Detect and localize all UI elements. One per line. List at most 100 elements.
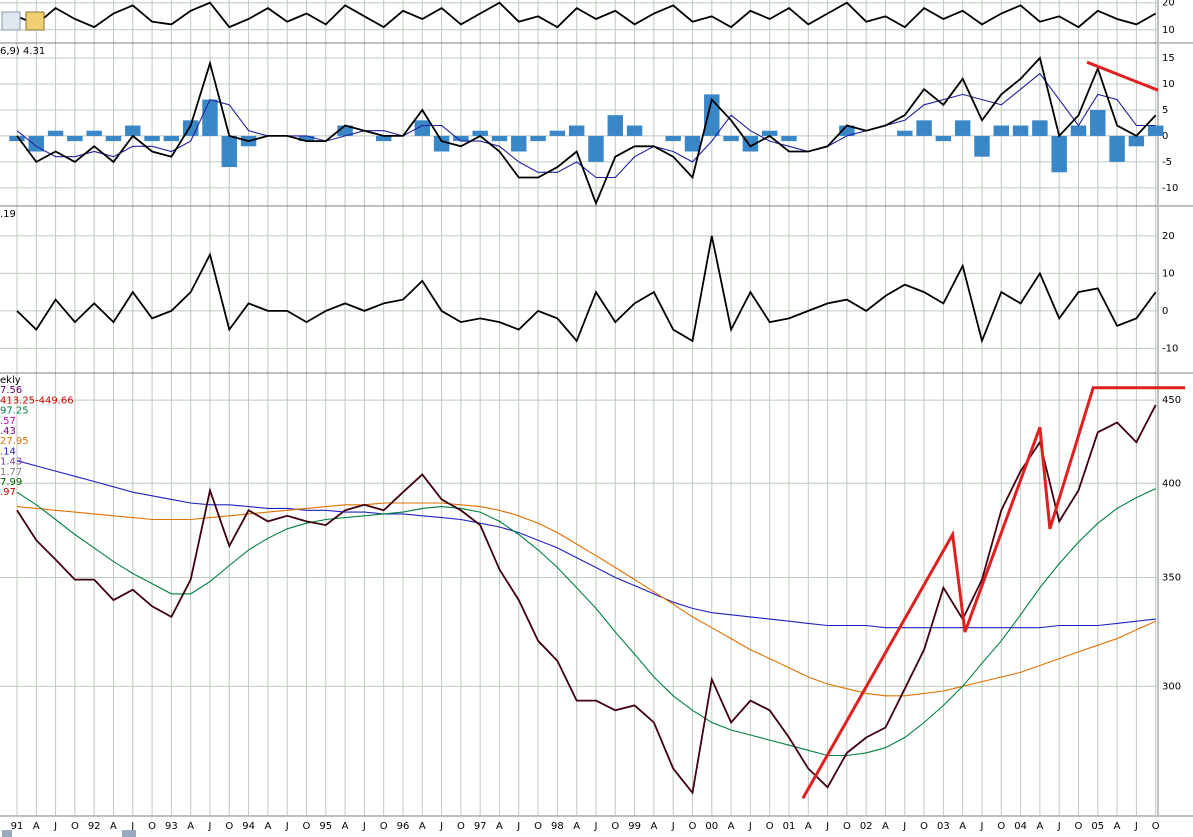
x-tick-label: A: [573, 821, 580, 832]
panel-label: 6,9) 4.31: [0, 46, 45, 57]
y-tick-label: 400: [1162, 478, 1181, 489]
x-tick-label: 03: [937, 821, 950, 832]
series-line: [16, 488, 1156, 757]
x-tick-label: A: [33, 821, 40, 832]
series-line: [16, 72, 1156, 179]
histogram-bar: [1090, 109, 1106, 136]
x-tick-label: 93: [165, 821, 178, 832]
x-tick-label: A: [882, 821, 889, 832]
x-tick-label: J: [980, 821, 984, 832]
histogram-bar: [1109, 135, 1125, 162]
histogram-bar: [511, 135, 527, 152]
histogram-bar: [781, 135, 797, 142]
histogram-bar: [974, 135, 990, 157]
histogram-bar: [472, 130, 488, 136]
x-tick-label: 91: [11, 821, 24, 832]
histogram-bar: [221, 135, 238, 168]
y-tick-label: -10: [1162, 343, 1178, 354]
indicator-label: ekly: [0, 375, 21, 386]
status-icon: [122, 830, 136, 837]
histogram-bar: [549, 130, 566, 136]
x-tick-label: J: [1057, 821, 1061, 832]
x-tick-label: O: [997, 821, 1005, 832]
histogram-bar: [375, 135, 392, 142]
series-line: [16, 235, 1157, 344]
x-tick-label: O: [920, 821, 928, 832]
x-tick-label: O: [303, 821, 311, 832]
indicator-label: 1.43: [0, 457, 22, 468]
x-tick-label: 04: [1014, 821, 1027, 832]
x-tick-label: O: [843, 821, 851, 832]
x-tick-label: 94: [242, 821, 255, 832]
histogram-bar: [1147, 125, 1164, 136]
x-tick-label: 00: [705, 821, 718, 832]
histogram-bar: [453, 135, 469, 142]
x-tick-label: O: [457, 821, 465, 832]
y-tick-label: 300: [1162, 681, 1181, 692]
x-tick-label: J: [671, 821, 675, 832]
y-tick-label: 0: [1162, 131, 1168, 142]
x-tick-label: J: [825, 821, 829, 832]
y-tick-label: 20: [1162, 231, 1175, 242]
y-tick-label: 10: [1162, 25, 1175, 36]
x-tick-label: 97: [474, 821, 487, 832]
y-tick-label: 5: [1162, 105, 1168, 116]
x-tick-label: J: [1134, 821, 1138, 832]
x-tick-label: A: [959, 821, 966, 832]
series-line: [16, 1, 1157, 29]
histogram-bar: [607, 115, 624, 136]
histogram-bar: [935, 135, 952, 142]
histogram-bar: [125, 125, 141, 136]
histogram-bar: [337, 125, 353, 136]
x-tick-label: A: [419, 821, 426, 832]
histogram-bar: [86, 130, 102, 136]
x-tick-label: 95: [319, 821, 332, 832]
histogram-bar: [1032, 120, 1048, 136]
x-tick-label: O: [611, 821, 619, 832]
histogram-bar: [105, 135, 122, 142]
x-tick-label: A: [342, 821, 349, 832]
indicator-label: .14: [0, 446, 16, 457]
histogram-bar: [1012, 125, 1029, 136]
histogram-bar: [954, 120, 971, 136]
x-tick-label: J: [748, 821, 752, 832]
open-icon[interactable]: [1, 11, 21, 31]
panel-label: .19: [0, 209, 16, 220]
histogram-bar: [530, 135, 546, 142]
x-tick-label: 99: [628, 821, 641, 832]
histogram-bar: [47, 130, 64, 136]
histogram-bar: [1128, 135, 1145, 147]
x-tick-label: O: [71, 821, 79, 832]
histogram-bar: [414, 120, 431, 136]
x-tick-label: O: [380, 821, 388, 832]
x-tick-label: 02: [860, 821, 873, 832]
x-tick-label: J: [439, 821, 443, 832]
histogram-bar: [1070, 125, 1087, 136]
print-icon[interactable]: [25, 11, 45, 31]
histogram-bar: [433, 135, 450, 152]
histogram-bar: [202, 99, 218, 136]
x-tick-label: O: [1075, 821, 1083, 832]
histogram-bar: [28, 135, 45, 152]
x-tick-label: J: [53, 821, 57, 832]
x-tick-label: O: [766, 821, 774, 832]
series-line: [16, 502, 1156, 697]
x-tick-label: A: [1114, 821, 1121, 832]
x-tick-label: A: [1036, 821, 1043, 832]
histogram-bar: [588, 135, 604, 162]
indicator-label: .57: [0, 416, 16, 427]
x-tick-label: A: [264, 821, 271, 832]
x-tick-label: A: [650, 821, 657, 832]
histogram-bar: [723, 135, 739, 142]
y-tick-label: 350: [1162, 573, 1181, 584]
series-line: [16, 404, 1157, 795]
histogram-bar: [144, 135, 160, 142]
status-icon: [2, 830, 12, 837]
indicator-label: 97.25: [0, 406, 29, 417]
indicator-label: 7.99: [0, 477, 22, 488]
x-tick-label: 05: [1091, 821, 1104, 832]
x-tick-label: J: [594, 821, 598, 832]
indicator-label: 413.25-449.66: [0, 395, 74, 406]
y-tick-label: 15: [1162, 53, 1175, 64]
